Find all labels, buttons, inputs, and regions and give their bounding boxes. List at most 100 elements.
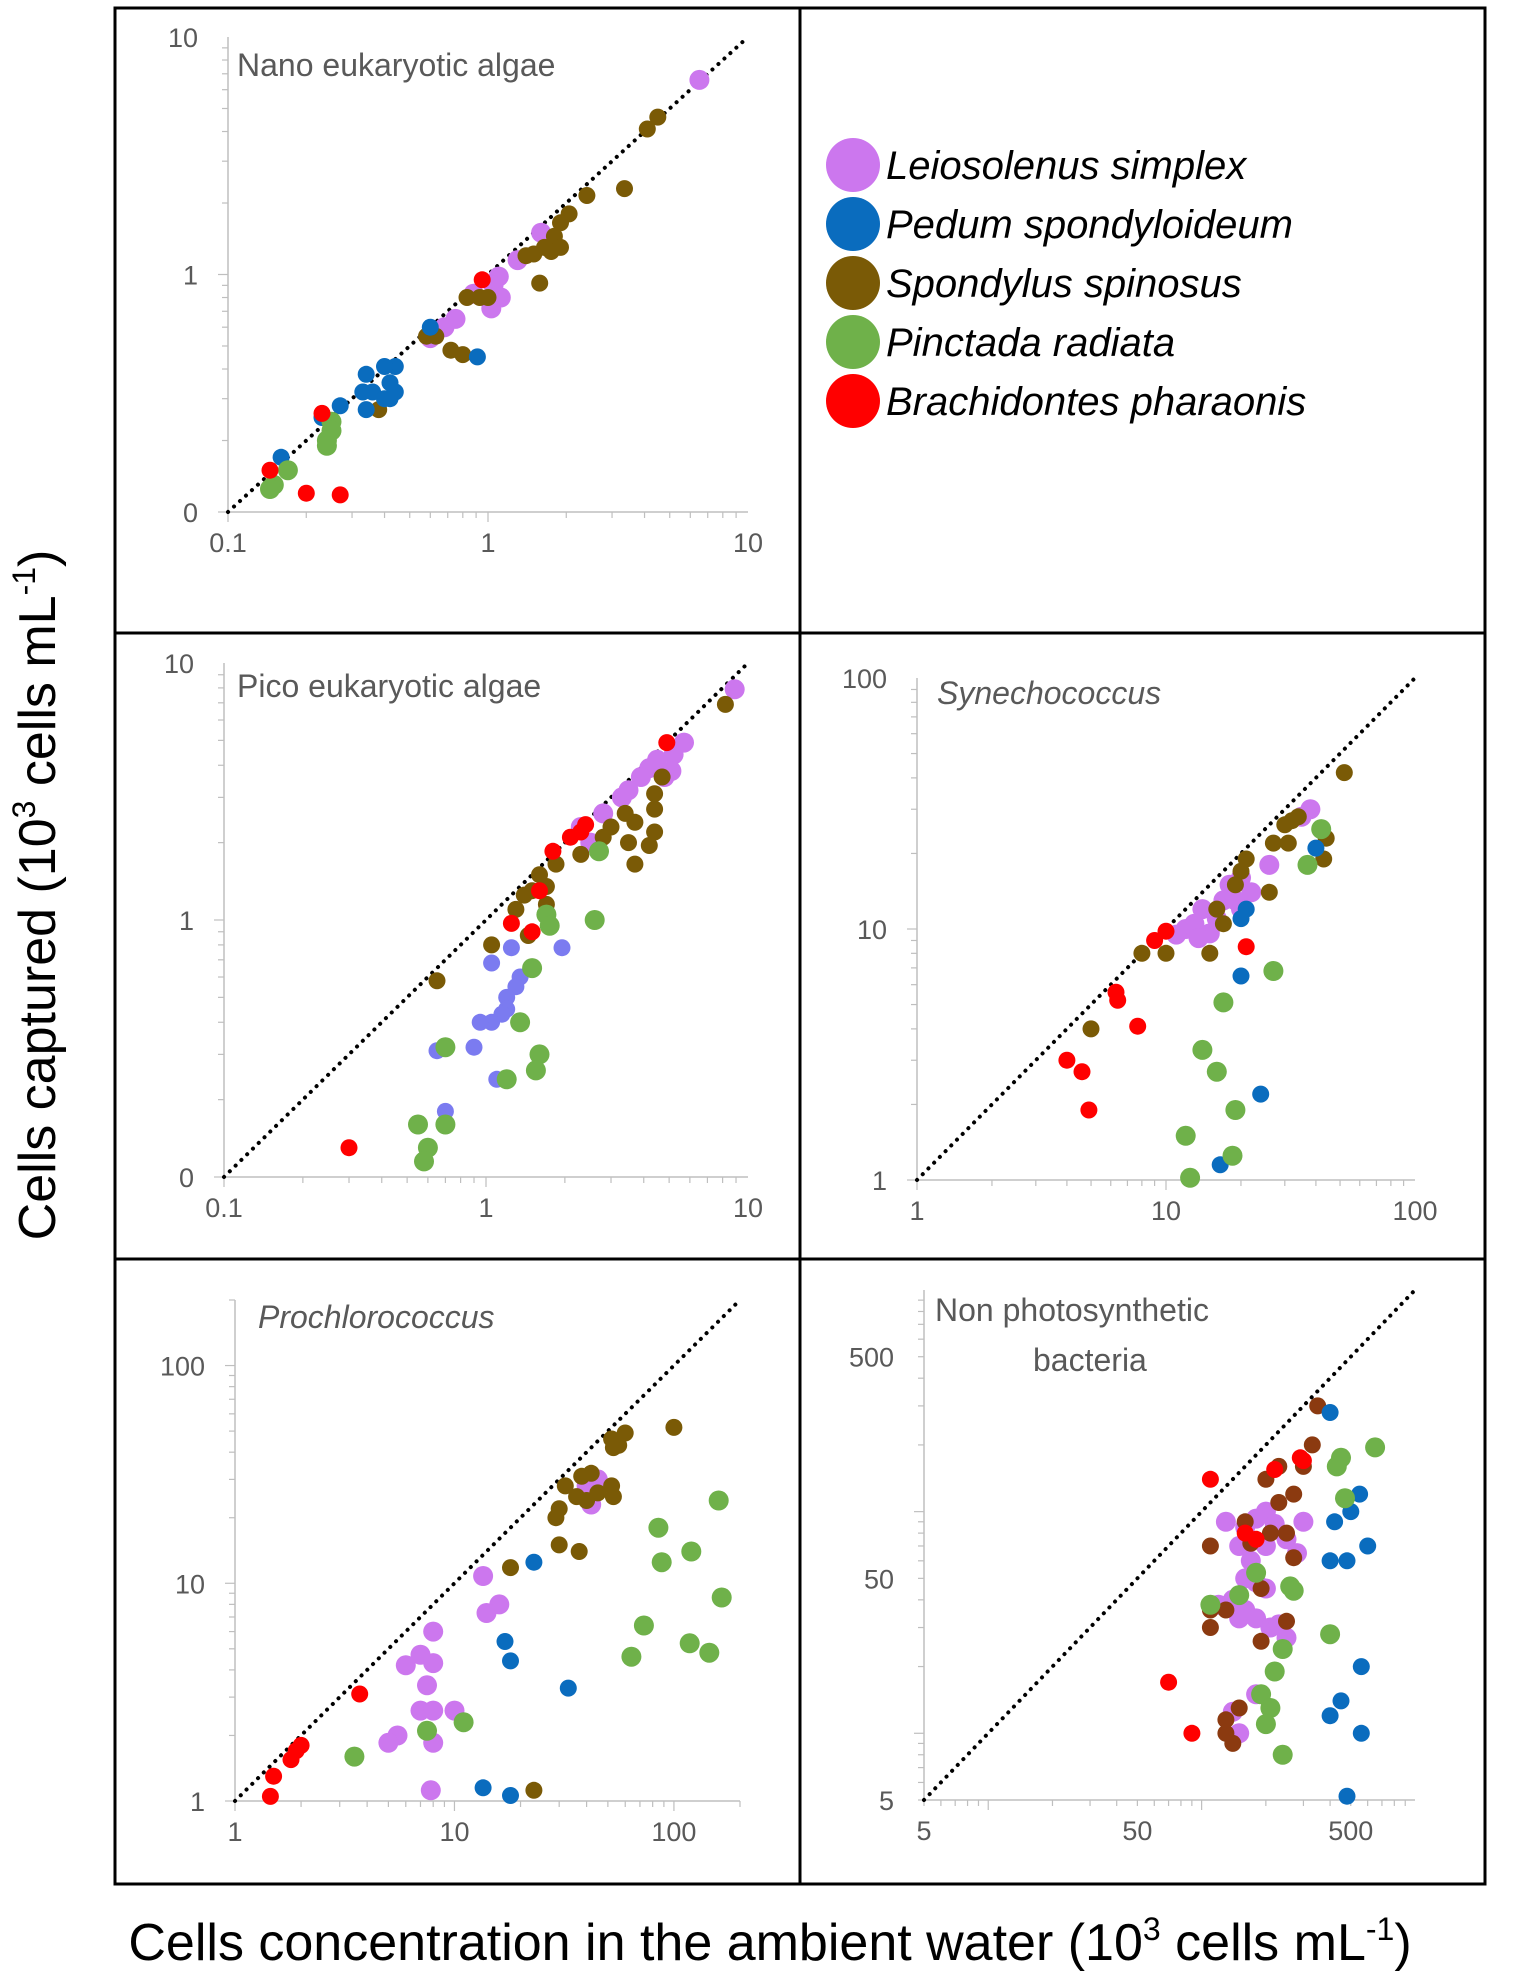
point-pinctada-radiata <box>1272 1639 1293 1659</box>
legend-item-pinctada-radiata: Pinctada radiata <box>826 315 1175 369</box>
legend-item-leiosolenus-simplex: Leiosolenus simplex <box>826 138 1248 192</box>
point-spondylus-spinosus <box>1217 1711 1235 1729</box>
legend-marker <box>826 374 880 428</box>
point-brachidontes-pharaonis <box>1058 1051 1076 1069</box>
point-leiosolenus-simplex <box>476 1603 497 1623</box>
point-brachidontes-pharaonis <box>313 404 331 422</box>
point-pinctada-radiata <box>1311 819 1332 840</box>
point-spondylus-spinosus <box>502 1559 519 1577</box>
y-tick-label: 500 <box>849 1343 894 1373</box>
x-tick-label: 10 <box>439 1817 469 1847</box>
point-pinctada-radiata <box>589 841 609 862</box>
legend-item-spondylus-spinosus: Spondylus spinosus <box>826 256 1242 310</box>
point-pedum-spondyloideum <box>471 1013 489 1031</box>
point-spondylus-spinosus <box>640 837 658 854</box>
point-brachidontes-pharaonis <box>1247 1530 1265 1548</box>
point-pinctada-radiata <box>1255 1714 1276 1735</box>
legend-label: Pedum spondyloideum <box>886 203 1293 247</box>
minor-ticks <box>907 688 1405 1190</box>
point-pedum-spondyloideum <box>465 1038 483 1056</box>
point-spondylus-spinosus <box>646 823 664 841</box>
panel-title: bacteria <box>1033 1342 1147 1378</box>
point-pinctada-radiata <box>1320 1624 1341 1645</box>
point-spondylus-spinosus <box>604 1439 622 1457</box>
point-spondylus-spinosus <box>653 768 671 786</box>
y-tick-label: 1 <box>183 261 198 291</box>
point-pinctada-radiata <box>708 1490 729 1511</box>
y-tick-label: 0 <box>179 1163 194 1193</box>
point-leiosolenus-simplex <box>611 787 632 808</box>
point-pinctada-radiata <box>510 1012 531 1033</box>
point-pinctada-radiata <box>648 1517 669 1538</box>
chart-bacteria: 5 50 500 5 50 500 Non photosynthetic bacteria <box>849 1288 1417 1846</box>
point-spondylus-spinosus <box>1279 834 1297 852</box>
point-spondylus-spinosus <box>517 247 535 265</box>
point-pinctada-radiata <box>277 460 298 481</box>
point-pinctada-radiata <box>1335 1488 1355 1509</box>
point-pedum-spondyloideum <box>1321 1552 1339 1570</box>
point-brachidontes-pharaonis <box>1201 1470 1219 1488</box>
point-pinctada-radiata <box>522 958 543 979</box>
panel-title: Nano eukaryotic algae <box>237 47 555 83</box>
point-brachidontes-pharaonis <box>351 1685 369 1703</box>
legend-item-pedum-spondyloideum: Pedum spondyloideum <box>826 197 1293 251</box>
point-brachidontes-pharaonis <box>331 486 349 504</box>
point-spondylus-spinosus <box>570 1543 588 1560</box>
point-spondylus-spinosus <box>1278 1524 1295 1542</box>
point-pinctada-radiata <box>414 1151 434 1172</box>
point-pinctada-radiata <box>316 435 337 456</box>
point-brachidontes-pharaonis <box>1160 1673 1178 1691</box>
y-tick-label: 1 <box>872 1166 887 1196</box>
chart-synechococcus: 1 10 100 1 10 100 Synechococcus <box>842 664 1438 1226</box>
x-axis-title: Cells concentration in the ambient water… <box>128 1911 1411 1972</box>
point-pedum-spondyloideum <box>483 954 501 972</box>
x-tick-label: 100 <box>651 1817 696 1847</box>
point-brachidontes-pharaonis <box>261 461 279 479</box>
point-pinctada-radiata <box>529 1044 550 1065</box>
point-spondylus-spinosus <box>626 855 644 873</box>
chart-nano: 0.1 1 10 0 1 10 Nano eukaryotic algae <box>168 23 763 558</box>
point-pedum-spondyloideum <box>502 1652 519 1670</box>
legend-marker <box>826 315 880 369</box>
point-spondylus-spinosus <box>1252 1632 1270 1650</box>
point-brachidontes-pharaonis <box>523 923 541 941</box>
point-spondylus-spinosus <box>525 1781 543 1799</box>
point-pedum-spondyloideum <box>1338 1787 1356 1805</box>
one-to-one-line <box>222 661 750 1179</box>
point-leiosolenus-simplex <box>724 679 745 700</box>
point-pinctada-radiata <box>1260 1698 1281 1718</box>
point-pedum-spondyloideum <box>354 383 372 401</box>
point-pedum-spondyloideum <box>496 1633 514 1650</box>
point-spondylus-spinosus <box>531 274 549 292</box>
x-tick-label: 0.1 <box>209 528 247 558</box>
point-pedum-spondyloideum <box>1326 1513 1344 1531</box>
point-brachidontes-pharaonis <box>1146 932 1164 949</box>
point-pinctada-radiata <box>633 1615 654 1636</box>
point-brachidontes-pharaonis <box>1266 1461 1284 1478</box>
point-pinctada-radiata <box>1272 1744 1293 1765</box>
point-spondylus-spinosus <box>573 1467 591 1485</box>
point-spondylus-spinosus <box>1214 915 1232 933</box>
point-pinctada-radiata <box>651 1552 672 1573</box>
x-tick-label: 1 <box>909 1196 924 1226</box>
x-tick-label: 50 <box>1122 1816 1152 1846</box>
point-pinctada-radiata <box>1365 1437 1386 1458</box>
data-points <box>1160 1397 1386 1805</box>
point-pedum-spondyloideum <box>331 397 349 415</box>
chart-prochlorococcus: 1 10 100 1 10 100 Prochlorococcus <box>160 1298 742 1847</box>
point-pinctada-radiata <box>621 1646 642 1667</box>
point-leiosolenus-simplex <box>1188 928 1209 949</box>
point-pedum-spondyloideum <box>357 401 375 419</box>
point-spondylus-spinosus <box>428 972 446 990</box>
point-brachidontes-pharaonis <box>1109 991 1127 1009</box>
point-spondylus-spinosus <box>454 346 472 364</box>
point-leiosolenus-simplex <box>1293 1511 1314 1532</box>
point-pedum-spondyloideum <box>1338 1552 1356 1570</box>
point-spondylus-spinosus <box>471 289 489 306</box>
point-pedum-spondyloideum <box>498 988 516 1006</box>
data-points <box>260 69 710 504</box>
point-pedum-spondyloideum <box>1232 967 1250 985</box>
point-leiosolenus-simplex <box>689 69 710 90</box>
point-pinctada-radiata <box>1283 1580 1304 1601</box>
